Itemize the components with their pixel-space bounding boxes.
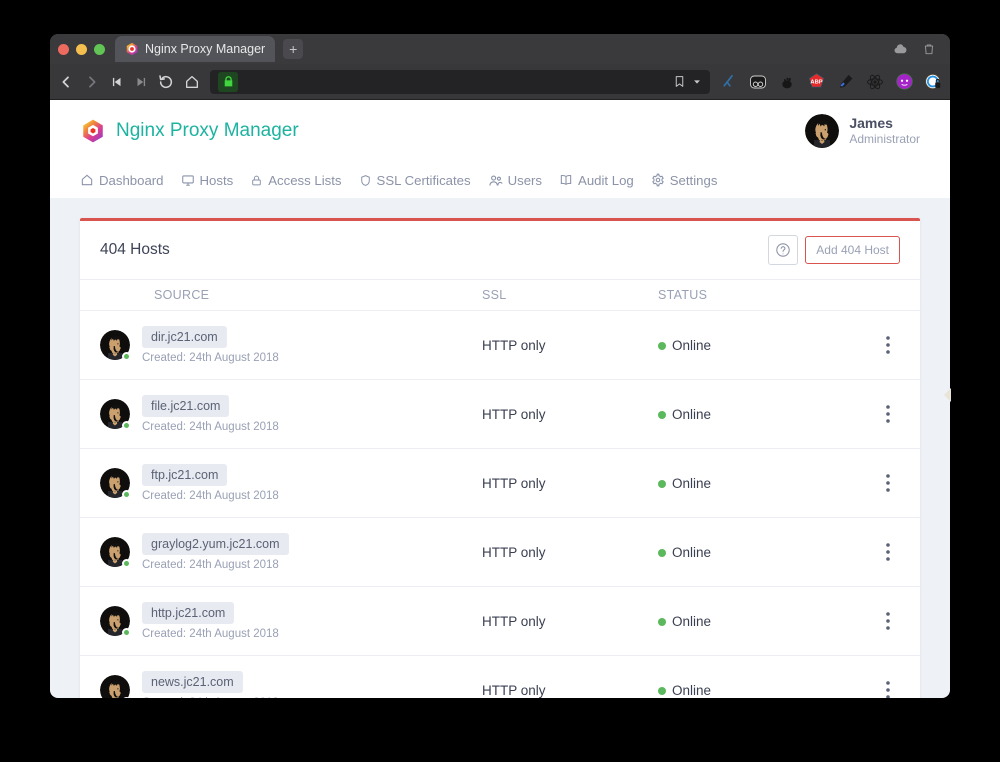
svg-text:ABP: ABP: [810, 79, 822, 85]
